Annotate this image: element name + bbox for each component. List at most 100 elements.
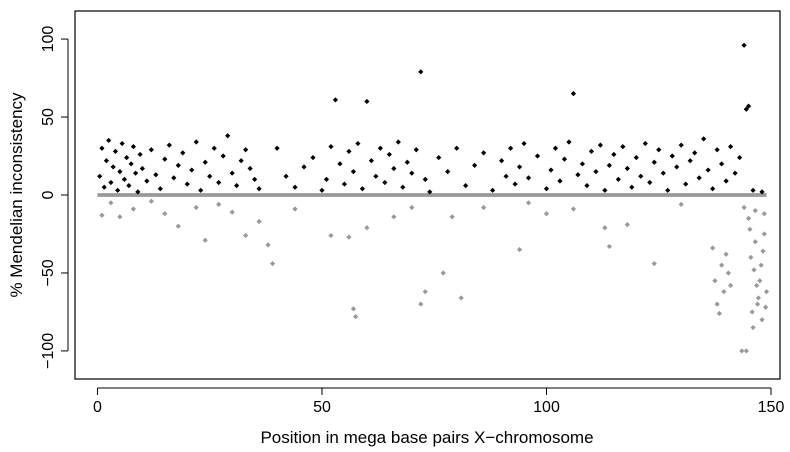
negative-point	[418, 301, 424, 307]
positive-point	[386, 151, 392, 158]
negative-point	[364, 225, 370, 231]
negative-point	[739, 348, 745, 354]
negative-point	[624, 222, 630, 228]
positive-point	[99, 145, 105, 151]
positive-point	[382, 179, 388, 186]
y-tick-label: 0	[40, 190, 57, 199]
positive-point	[229, 170, 235, 176]
negative-point	[761, 211, 767, 217]
positive-point	[512, 181, 518, 187]
positive-point	[543, 186, 550, 192]
positive-point	[103, 158, 110, 164]
positive-point	[490, 187, 496, 193]
negative-point	[750, 324, 756, 331]
negative-point	[606, 243, 612, 250]
positive-point	[427, 189, 433, 195]
negative-point	[458, 295, 464, 301]
negative-point	[175, 223, 181, 229]
positive-point	[332, 97, 339, 103]
negative-point	[754, 301, 761, 307]
positive-point	[234, 183, 240, 189]
negative-point	[763, 304, 769, 310]
positive-point	[373, 173, 379, 179]
y-tick-label: −100	[40, 333, 57, 369]
positive-point	[750, 187, 756, 193]
x-tick-label: 0	[93, 399, 102, 416]
negative-point	[755, 295, 762, 301]
positive-point	[220, 153, 226, 159]
positive-point	[148, 147, 154, 153]
positive-point	[184, 181, 190, 187]
negative-point	[117, 214, 123, 220]
positive-point	[656, 147, 662, 153]
positive-point	[498, 158, 505, 164]
positive-point	[710, 186, 716, 192]
negative-point	[108, 200, 114, 206]
positive-point	[624, 165, 630, 172]
positive-point	[101, 184, 107, 190]
negative-point	[328, 232, 334, 239]
negative-point	[130, 206, 136, 212]
positive-point	[130, 144, 136, 150]
negative-point	[162, 211, 168, 217]
positive-point	[166, 142, 172, 148]
negative-point	[751, 267, 757, 273]
negative-point	[440, 270, 446, 276]
positive-point	[211, 145, 217, 151]
negative-point	[256, 218, 262, 225]
positive-point	[606, 162, 612, 168]
positive-point	[292, 184, 298, 190]
positive-point	[346, 148, 352, 154]
positive-point	[404, 159, 410, 165]
negative-point	[760, 248, 766, 254]
y-tick-label: −50	[40, 259, 57, 286]
positive-point	[516, 164, 523, 170]
positive-point	[126, 183, 132, 189]
negative-point	[292, 206, 298, 212]
positive-point	[732, 170, 738, 176]
negative-point	[749, 309, 755, 315]
negative-point	[743, 348, 749, 354]
positive-point	[525, 175, 532, 181]
positive-point	[615, 176, 621, 183]
zero-band	[97, 193, 767, 197]
positive-point	[337, 161, 343, 167]
positive-point	[364, 98, 370, 105]
positive-point	[566, 139, 572, 145]
positive-point	[216, 179, 222, 186]
negative-point	[712, 278, 718, 284]
negative-point	[353, 314, 359, 320]
positive-point	[472, 162, 478, 168]
negative-point	[728, 282, 734, 289]
positive-point	[611, 151, 617, 158]
y-axis-title: % Mendelian inconsistency	[7, 92, 26, 298]
positive-point	[557, 178, 563, 184]
positive-point	[692, 150, 698, 156]
positive-point	[175, 162, 181, 168]
positive-point	[602, 187, 608, 193]
positive-point	[534, 153, 541, 159]
positive-point	[743, 106, 749, 112]
positive-point	[350, 169, 357, 175]
positive-point	[418, 69, 424, 75]
negative-point	[481, 204, 487, 211]
negative-point	[761, 231, 767, 237]
x-tick-label: 100	[533, 399, 560, 416]
positive-point	[660, 170, 666, 176]
zero-baseline-band	[97, 193, 767, 197]
positive-point	[395, 139, 401, 145]
positive-point	[678, 142, 684, 148]
positive-point	[301, 164, 307, 170]
positive-point	[723, 178, 729, 184]
positive-point	[651, 159, 657, 165]
positive-point	[436, 154, 442, 161]
positive-point	[139, 165, 145, 172]
negative-point	[229, 209, 235, 215]
positive-point	[705, 167, 711, 173]
positive-point	[247, 165, 253, 172]
positive-point	[112, 148, 119, 154]
positive-point	[579, 161, 586, 167]
positive-point	[552, 145, 559, 151]
negative-point	[570, 206, 577, 212]
